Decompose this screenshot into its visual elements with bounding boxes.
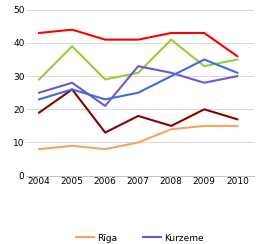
Legend: Rīga, Pierīga, Vidzeme, Kurzeme, Zemgale, Latgale: Rīga, Pierīga, Vidzeme, Kurzeme, Zemgale… <box>72 230 207 244</box>
